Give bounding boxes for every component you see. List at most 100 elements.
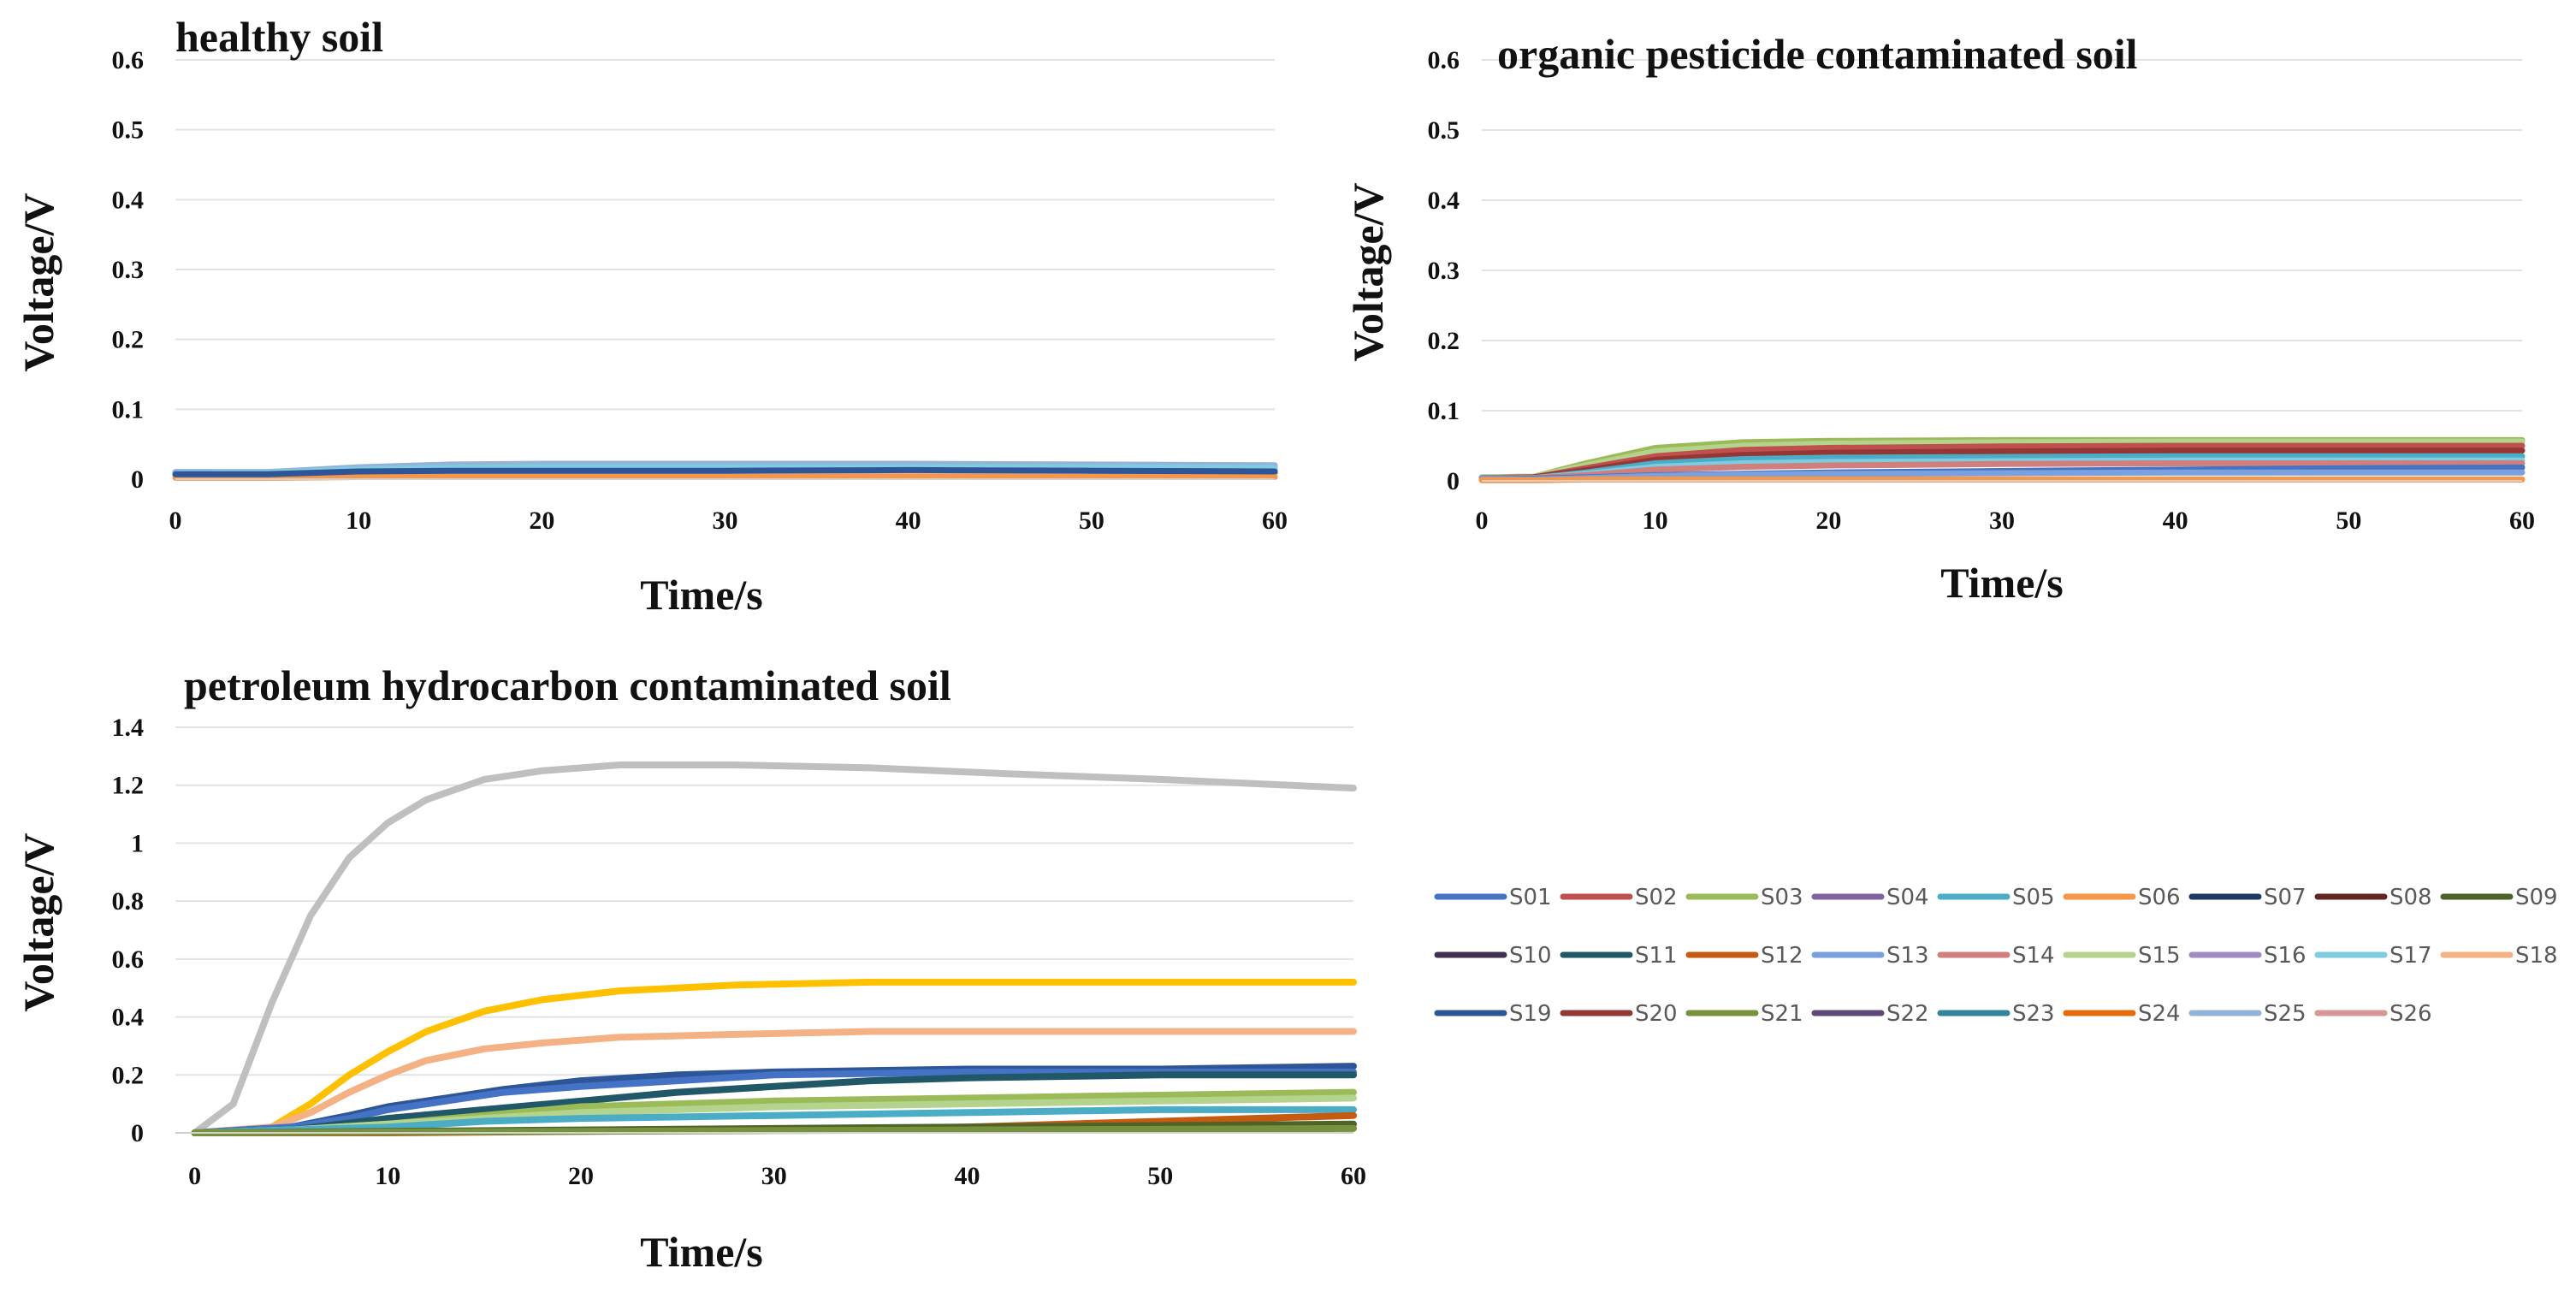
- legend-label: S16: [2264, 943, 2307, 969]
- x-tick-label: 40: [2163, 507, 2188, 535]
- y-axis-title: Voltage/V: [15, 833, 62, 1011]
- y-tick-label: 0: [131, 465, 144, 494]
- legend-label: S01: [1509, 885, 1552, 910]
- x-tick-label: 20: [1815, 507, 1841, 535]
- legend-item-s19: S19: [1434, 1001, 1552, 1027]
- y-tick-label: 0.6: [112, 46, 145, 74]
- y-tick-label: 0.4: [112, 186, 145, 214]
- x-tick-label: 30: [713, 507, 738, 535]
- legend-item-s21: S21: [1685, 1001, 1803, 1027]
- y-tick-label: 0.6: [112, 945, 145, 974]
- y-tick-label: 0.1: [112, 395, 145, 424]
- y-tick-label: 0.5: [1428, 116, 1460, 145]
- legend-label: S04: [1886, 885, 1929, 910]
- series-lines: [1478, 436, 2526, 483]
- legend-item-s16: S16: [2188, 943, 2307, 969]
- legend-label: S18: [2515, 943, 2558, 969]
- x-axis-title: Time/s: [640, 1228, 763, 1276]
- x-axis-title: Time/s: [640, 571, 763, 619]
- legend-item-s13: S13: [1811, 943, 1929, 969]
- y-tick-label: 0.1: [1428, 397, 1460, 425]
- legend-label: S14: [2012, 943, 2055, 969]
- x-tick-labels: 0 10 20 30 40 50 60: [1476, 507, 2536, 535]
- legend-item-s02: S02: [1560, 885, 1678, 910]
- legend-label: S10: [1509, 943, 1552, 969]
- legend-label: S15: [2138, 943, 2181, 969]
- y-axis-title: Voltage/V: [1344, 182, 1392, 361]
- chart-title: organic pesticide contaminated soil: [1497, 30, 2138, 78]
- x-tick-label: 50: [1147, 1162, 1173, 1190]
- legend-item-s22: S22: [1811, 1001, 1929, 1027]
- legend-label: S19: [1509, 1001, 1552, 1027]
- chart-organic-pesticide-soil: 0 0.1 0.2 0.3 0.4 0.5 0.6 0 10 20 30 40 50 60 organi…: [1344, 30, 2535, 607]
- x-tick-label: 40: [955, 1162, 980, 1190]
- legend-label: S17: [2389, 943, 2432, 969]
- legend-item-s17: S17: [2314, 943, 2432, 969]
- series-line-s06: [172, 474, 1278, 481]
- y-tick-label: 0: [1447, 467, 1460, 495]
- series-line-s19: [172, 466, 1278, 477]
- legend-label: S07: [2264, 885, 2307, 910]
- x-tick-label: 60: [1262, 507, 1288, 535]
- y-tick-label: 0.8: [112, 887, 145, 916]
- y-tick-labels: 0 0.1 0.2 0.3 0.4 0.5 0.6: [1428, 46, 1460, 495]
- series-line-s18: [191, 1028, 1357, 1136]
- legend-label: S05: [2012, 885, 2055, 910]
- series-lines: [191, 762, 1357, 1136]
- legend-label: S08: [2389, 885, 2432, 910]
- x-tick-label: 0: [188, 1162, 201, 1190]
- chart-title: petroleum hydrocarbon contaminated soil: [184, 661, 951, 709]
- x-tick-label: 10: [1643, 507, 1668, 535]
- legend-item-s14: S14: [1937, 943, 2055, 969]
- chart-legend: S01 S02 S03 S04 S05 S06 S07 S08 S09 S10 S11 S12 S13 S…: [1434, 885, 2558, 1027]
- legend-label: S03: [1761, 885, 1803, 910]
- x-tick-label: 30: [761, 1162, 787, 1190]
- y-tick-label: 0.5: [112, 116, 145, 145]
- legend-label: S02: [1635, 885, 1678, 910]
- y-tick-label: 1.4: [112, 714, 145, 742]
- series-line-s11: [191, 1071, 1357, 1136]
- y-tick-label: 0.3: [112, 256, 145, 284]
- y-tick-label: 0.2: [112, 326, 145, 354]
- y-tick-label: 0.4: [112, 1004, 145, 1032]
- series-line-s06: [1478, 476, 2526, 483]
- y-tick-label: 1: [131, 829, 144, 857]
- legend-item-s06: S06: [2063, 885, 2181, 910]
- y-tick-labels: 0 0.1 0.2 0.3 0.4 0.5 0.6: [112, 46, 145, 494]
- legend-item-s26: S26: [2314, 1001, 2432, 1027]
- x-tick-label: 60: [2509, 507, 2535, 535]
- legend-label: S23: [2012, 1001, 2055, 1027]
- legend-label: S22: [1886, 1001, 1929, 1027]
- x-tick-label: 50: [1079, 507, 1104, 535]
- y-tick-label: 0.2: [112, 1061, 145, 1089]
- legend-label: S11: [1635, 943, 1678, 969]
- chart-petroleum-hydrocarbon-soil: 0 0.2 0.4 0.6 0.8 1 1.2 1.4 0 10 20 30 40 50 60 petro…: [15, 661, 1366, 1276]
- legend-label: S13: [1886, 943, 1929, 969]
- y-axis-title: Voltage/V: [15, 193, 62, 371]
- x-tick-label: 20: [529, 507, 554, 535]
- legend-label: S25: [2264, 1001, 2307, 1027]
- series-line-s25: [191, 762, 1357, 1136]
- chart-healthy-soil: 0 0.1 0.2 0.3 0.4 0.5 0.6 0 10 20 30 40 50 60 health…: [15, 13, 1288, 619]
- legend-label: S06: [2138, 885, 2181, 910]
- legend-label: S21: [1761, 1001, 1803, 1027]
- legend-item-s20: S20: [1560, 1001, 1678, 1027]
- gridlines: [1482, 59, 2522, 412]
- y-tick-labels: 0 0.2 0.4 0.6 0.8 1 1.2 1.4: [112, 714, 145, 1147]
- y-tick-label: 0.4: [1428, 187, 1460, 215]
- legend-item-s12: S12: [1685, 943, 1803, 969]
- chart-title: healthy soil: [175, 13, 383, 61]
- x-tick-label: 60: [1341, 1162, 1366, 1190]
- legend-item-s23: S23: [1937, 1001, 2055, 1027]
- legend-label: S09: [2515, 885, 2558, 910]
- y-tick-label: 0: [131, 1119, 144, 1147]
- legend-item-s05: S05: [1937, 885, 2055, 910]
- series-line-s24: [191, 978, 1357, 1136]
- legend-label: S20: [1635, 1001, 1678, 1027]
- x-tick-label: 40: [896, 507, 921, 535]
- legend-label: S24: [2138, 1001, 2181, 1027]
- x-tick-label: 30: [1989, 507, 2015, 535]
- x-tick-label: 20: [568, 1162, 594, 1190]
- legend-item-s09: S09: [2440, 885, 2558, 910]
